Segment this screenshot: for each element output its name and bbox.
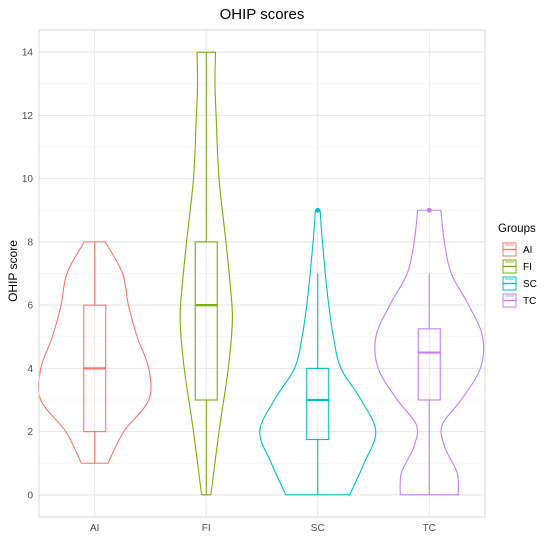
y-tick-label: 4 xyxy=(27,364,33,375)
x-tick-label: SC xyxy=(311,523,325,534)
legend: Groups AI FI SC TC xyxy=(498,223,537,308)
y-tick-label: 12 xyxy=(22,111,34,122)
violin-fi xyxy=(179,51,233,496)
outlier-tc xyxy=(426,207,432,213)
outlier-sc xyxy=(315,207,321,213)
legend-label: TC xyxy=(523,296,536,307)
y-axis-title: OHIP score xyxy=(6,240,20,302)
x-tick-label: FI xyxy=(202,523,211,534)
plot-panel-border xyxy=(38,29,486,518)
y-axis-ticks: 0 2 4 6 8 10 12 14 xyxy=(22,48,34,502)
x-axis-ticks: AI FI SC TC xyxy=(90,523,436,534)
legend-label: AI xyxy=(523,245,532,256)
legend-label: FI xyxy=(523,262,532,273)
legend-title: Groups xyxy=(498,223,536,235)
chart-title: OHIP scores xyxy=(220,6,305,23)
y-tick-label: 10 xyxy=(22,174,34,185)
violin-tc xyxy=(374,209,485,496)
x-tick-label: TC xyxy=(423,523,436,534)
box-fi xyxy=(194,241,218,401)
y-tick-label: 0 xyxy=(27,490,33,501)
legend-label: SC xyxy=(523,279,537,290)
box-tc xyxy=(417,328,441,401)
y-tick-label: 14 xyxy=(22,48,34,59)
x-tick-label: AI xyxy=(90,523,99,534)
y-tick-label: 2 xyxy=(27,427,33,438)
box-sc xyxy=(306,367,330,441)
boxplots xyxy=(83,52,441,495)
y-tick-label: 8 xyxy=(27,237,33,248)
y-tick-label: 6 xyxy=(27,301,33,312)
